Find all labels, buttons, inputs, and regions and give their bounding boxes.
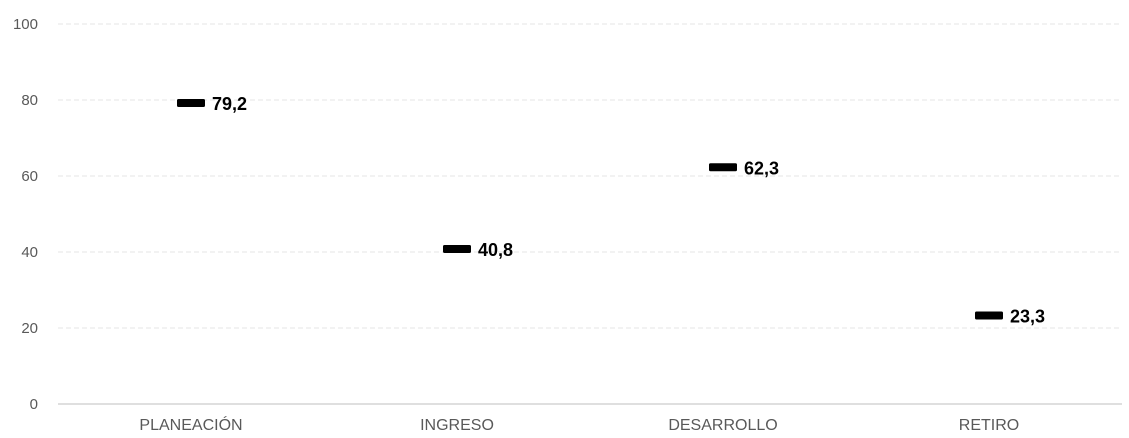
y-tick-label-80: 80 [21, 92, 38, 109]
y-tick-label-40: 40 [21, 244, 38, 261]
x-category-label-2: DESARROLLO [668, 417, 777, 434]
x-category-label-1: INGRESO [420, 417, 494, 434]
y-tick-label-0: 0 [30, 396, 38, 413]
data-marker-0 [177, 99, 205, 108]
x-axis-categories: PLANEACIÓN INGRESO DESARROLLO RETIRO [139, 415, 1019, 434]
data-label-2: 62,3 [744, 158, 779, 178]
data-marker-2 [709, 163, 737, 172]
x-category-label-0: PLANEACIÓN [139, 415, 242, 434]
gridlines [58, 23, 1122, 329]
y-tick-label-20: 20 [21, 320, 38, 337]
y-tick-label-60: 60 [21, 168, 38, 185]
data-marker-3 [975, 311, 1003, 320]
data-label-3: 23,3 [1010, 306, 1045, 326]
y-axis-ticks: 0 20 40 60 80 100 [13, 16, 38, 413]
data-markers [177, 99, 1003, 320]
data-marker-1 [443, 244, 471, 253]
x-category-label-3: RETIRO [959, 417, 1019, 434]
y-tick-label-100: 100 [13, 16, 38, 33]
data-labels: 79,2 40,8 62,3 23,3 [212, 94, 1045, 326]
data-label-0: 79,2 [212, 94, 247, 114]
data-label-1: 40,8 [478, 240, 513, 260]
